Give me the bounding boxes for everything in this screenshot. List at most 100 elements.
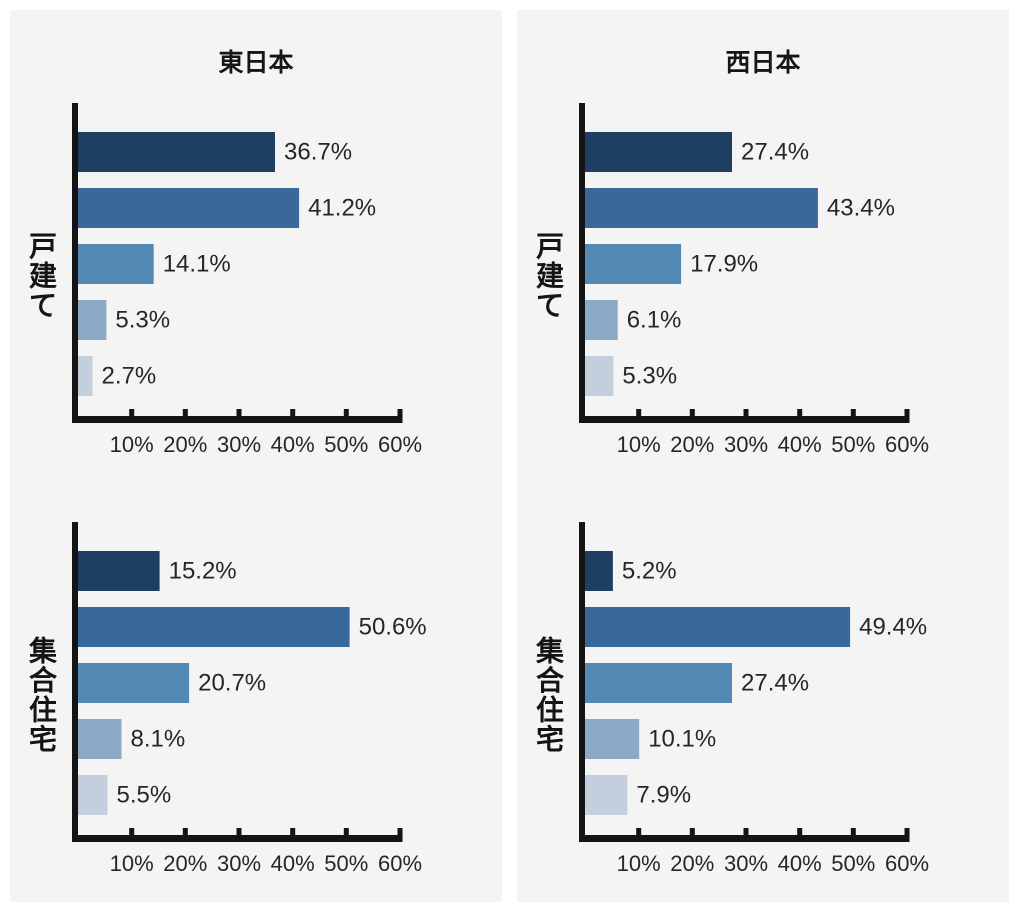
x-tick-label: 20%	[163, 432, 207, 457]
category-label-char: 建	[29, 261, 57, 292]
x-tick-label: 20%	[670, 432, 714, 457]
category-label-char: 合	[29, 664, 58, 696]
y-axis-line	[72, 103, 78, 423]
category-label-char: 戸	[29, 231, 57, 262]
panel-title-west: 西日本	[725, 49, 801, 77]
bar-value-label: 27.4%	[741, 670, 809, 697]
x-tick-label: 50%	[831, 432, 875, 457]
x-axis-line	[579, 416, 910, 423]
chart-west-apartment: 5.2% 49.4% 27.4% 10.1% 7.9% 10% 20% 30% 40% 50% 60…	[517, 517, 1009, 881]
x-tick-label: 60%	[378, 432, 422, 457]
y-axis-line	[579, 522, 585, 842]
x-tick-label: 40%	[271, 851, 315, 876]
bar	[585, 551, 613, 591]
x-tick-label: 40%	[778, 432, 822, 457]
bar	[78, 719, 122, 759]
bar-value-label: 50.6%	[359, 614, 427, 641]
bar	[585, 663, 732, 703]
x-tick-label: 50%	[831, 851, 875, 876]
chart-east-apartment: 15.2% 50.6% 20.7% 8.1% 5.5% 10% 20% 30% 40% 50% 60…	[10, 517, 502, 881]
bar-value-label: 2.7%	[102, 363, 157, 390]
bar	[78, 356, 93, 396]
bar	[78, 607, 350, 647]
bar-value-label: 43.4%	[827, 195, 895, 222]
bar-value-label: 10.1%	[648, 726, 716, 753]
bar	[585, 188, 818, 228]
bar	[585, 719, 640, 759]
x-tick-label: 60%	[885, 432, 929, 457]
bar-chart-svg: 15.2% 50.6% 20.7% 8.1% 5.5% 10% 20% 30% 40% 50% 60…	[28, 522, 427, 876]
x-tick-label: 10%	[110, 432, 154, 457]
x-tick-label: 10%	[617, 432, 661, 457]
bar	[585, 244, 682, 284]
category-label-char: 宅	[29, 723, 57, 755]
bar	[585, 775, 628, 815]
bar	[78, 244, 154, 284]
bar-value-label: 36.7%	[284, 139, 352, 166]
bar-value-label: 17.9%	[690, 251, 758, 278]
bar	[585, 607, 851, 647]
chart-east-detached: 36.7% 41.2% 14.1% 5.3% 2.7% 10% 20% 30% 40% 50% 60…	[10, 98, 502, 462]
bar	[78, 132, 275, 172]
category-label: 戸建て	[29, 231, 57, 321]
x-tick-label: 60%	[378, 851, 422, 876]
category-label-char: 戸	[536, 231, 564, 262]
category-label-char: 住	[536, 693, 564, 725]
y-axis-line	[72, 522, 78, 842]
x-tick-label: 10%	[617, 851, 661, 876]
category-label: 戸建て	[536, 231, 564, 321]
bar	[78, 775, 108, 815]
bar	[585, 132, 732, 172]
x-tick-label: 50%	[324, 432, 368, 457]
y-axis-line	[579, 103, 585, 423]
category-label-char: て	[536, 290, 564, 321]
bar	[585, 300, 618, 340]
x-tick-label: 20%	[163, 851, 207, 876]
category-label-char: 建	[536, 261, 564, 292]
x-axis-line	[579, 835, 910, 842]
bar-value-label: 5.2%	[622, 558, 677, 585]
bar-value-label: 8.1%	[131, 726, 186, 753]
x-tick-label: 60%	[885, 851, 929, 876]
chart-west-detached: 27.4% 43.4% 17.9% 6.1% 5.3% 10% 20% 30% 40% 50% 60…	[517, 98, 1009, 462]
bar	[585, 356, 614, 396]
bar-value-label: 5.3%	[622, 363, 677, 390]
bar-value-label: 7.9%	[636, 782, 691, 809]
x-axis-line	[72, 416, 403, 423]
bar-value-label: 5.5%	[117, 782, 172, 809]
category-label-char: 宅	[536, 723, 564, 755]
x-tick-label: 30%	[217, 432, 261, 457]
x-axis-line	[72, 835, 403, 842]
bar-value-label: 41.2%	[308, 195, 376, 222]
bar-value-label: 15.2%	[169, 558, 237, 585]
panel-east-japan: 東日本 36.7% 41.2% 14.1% 5.3% 2.7% 10% 20% 30% 40% 5…	[10, 10, 502, 902]
bar	[78, 300, 107, 340]
bar	[78, 663, 190, 703]
bar-value-label: 20.7%	[198, 670, 266, 697]
bar-value-label: 6.1%	[627, 307, 682, 334]
bar-value-label: 14.1%	[163, 251, 231, 278]
x-tick-label: 50%	[324, 851, 368, 876]
category-label-char: 住	[29, 693, 57, 725]
bar-value-label: 5.3%	[115, 307, 170, 334]
panel-title-east: 東日本	[218, 49, 294, 77]
bar-chart-svg: 36.7% 41.2% 14.1% 5.3% 2.7% 10% 20% 30% 40% 50% 60…	[29, 103, 422, 457]
x-tick-label: 30%	[724, 432, 768, 457]
panel-west-japan: 西日本 27.4% 43.4% 17.9% 6.1% 5.3% 10% 20% 30% 40% 5…	[517, 10, 1009, 902]
x-tick-label: 40%	[271, 432, 315, 457]
x-tick-label: 30%	[217, 851, 261, 876]
x-tick-label: 40%	[778, 851, 822, 876]
bar-chart-svg: 5.2% 49.4% 27.4% 10.1% 7.9% 10% 20% 30% 40% 50% 60…	[535, 522, 929, 876]
category-label-char: 集	[535, 635, 564, 666]
category-label-char: て	[29, 290, 57, 321]
category-label-char: 集	[28, 635, 57, 666]
x-tick-label: 10%	[110, 851, 154, 876]
x-tick-label: 30%	[724, 851, 768, 876]
category-label-char: 合	[536, 664, 565, 696]
bar-value-label: 27.4%	[741, 139, 809, 166]
bar	[78, 551, 160, 591]
bar-value-label: 49.4%	[859, 614, 927, 641]
